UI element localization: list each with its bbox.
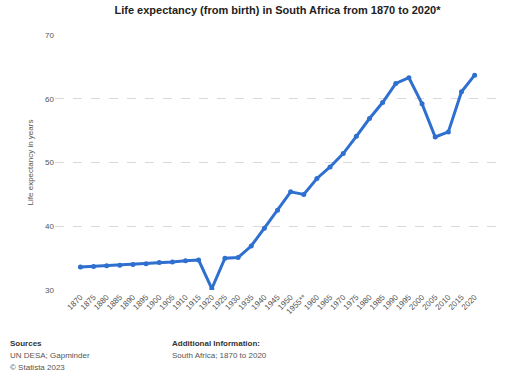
svg-text:1870: 1870	[66, 292, 85, 311]
svg-text:2005: 2005	[420, 292, 439, 311]
svg-text:1910: 1910	[171, 292, 190, 311]
svg-text:1875: 1875	[79, 292, 98, 311]
svg-text:1990: 1990	[381, 292, 400, 311]
svg-text:1965: 1965	[315, 292, 334, 311]
svg-text:1955**: 1955**	[285, 293, 308, 316]
svg-text:30: 30	[45, 286, 54, 295]
svg-text:Sources: Sources	[10, 339, 42, 348]
svg-text:Life expectancy (from birth) i: Life expectancy (from birth) in South Af…	[114, 4, 441, 16]
svg-text:UN DESA; Gapminder: UN DESA; Gapminder	[10, 351, 90, 360]
svg-text:1885: 1885	[105, 292, 124, 311]
svg-text:1935: 1935	[237, 292, 256, 311]
svg-text:South Africa; 1870 to 2020: South Africa; 1870 to 2020	[172, 351, 267, 360]
svg-text:1880: 1880	[92, 292, 111, 311]
svg-text:2020: 2020	[460, 292, 479, 311]
svg-text:1975: 1975	[342, 292, 361, 311]
svg-text:Additional Information:: Additional Information:	[172, 339, 260, 348]
svg-text:1985: 1985	[368, 292, 387, 311]
svg-text:2000: 2000	[407, 292, 426, 311]
svg-text:2015: 2015	[447, 292, 466, 311]
svg-text:Life expectancy in years: Life expectancy in years	[26, 120, 35, 206]
svg-text:1945: 1945	[263, 292, 282, 311]
svg-text:60: 60	[45, 95, 54, 104]
svg-text:1930: 1930	[223, 292, 242, 311]
svg-text:1940: 1940	[250, 292, 269, 311]
svg-text:1960: 1960	[302, 292, 321, 311]
svg-text:1980: 1980	[355, 292, 374, 311]
svg-text:1915: 1915	[184, 292, 203, 311]
svg-text:© Statista 2023: © Statista 2023	[10, 363, 65, 372]
svg-text:1920: 1920	[197, 292, 216, 311]
svg-text:1905: 1905	[158, 292, 177, 311]
svg-text:1970: 1970	[329, 292, 348, 311]
svg-text:40: 40	[45, 222, 54, 231]
svg-text:50: 50	[45, 158, 54, 167]
svg-text:1900: 1900	[145, 292, 164, 311]
svg-text:2010: 2010	[434, 292, 453, 311]
svg-text:1925: 1925	[210, 292, 229, 311]
svg-text:1995: 1995	[394, 292, 413, 311]
svg-text:70: 70	[45, 31, 54, 40]
svg-text:1890: 1890	[118, 292, 137, 311]
svg-text:1895: 1895	[131, 292, 150, 311]
svg-text:1950: 1950	[276, 292, 295, 311]
